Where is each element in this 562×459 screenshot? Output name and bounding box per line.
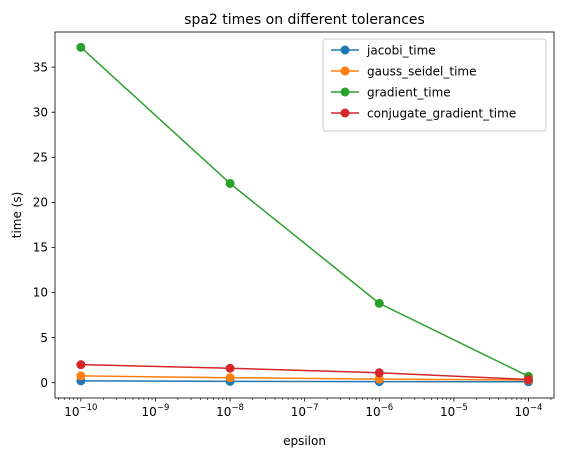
legend-marker-conjugate_gradient_time (340, 108, 350, 118)
y-tick-label: 20 (33, 196, 48, 210)
data-point-gauss_seidel_time (374, 374, 384, 384)
data-point-conjugate_gradient_time (76, 360, 86, 370)
series-layer (76, 42, 533, 387)
legend-box (322, 38, 547, 132)
y-axis-label: time (s) (10, 192, 24, 239)
legend-marker-gauss_seidel_time (340, 66, 350, 76)
data-point-gradient_time (225, 178, 235, 188)
chart-title: spa2 times on different tolerances (184, 12, 425, 28)
x-axis-label: epsilon (283, 434, 326, 448)
x-tick-label: 10−6 (365, 403, 393, 419)
legend-marker-gradient_time (340, 87, 350, 97)
y-tick-label: 25 (33, 151, 48, 165)
y-tick-label: 15 (33, 241, 48, 255)
data-point-gradient_time (76, 42, 86, 52)
legend-label-gauss_seidel_time: gauss_seidel_time (367, 64, 477, 78)
x-tick-label: 10−7 (291, 403, 319, 419)
data-point-gradient_time (374, 298, 384, 308)
series-line-gradient_time (80, 46, 529, 378)
y-tick-label: 10 (33, 286, 48, 300)
legend-marker-jacobi_time (340, 45, 350, 55)
plot-frame (54, 31, 555, 399)
y-tick-label: 5 (40, 331, 48, 345)
data-point-conjugate_gradient_time (225, 363, 235, 373)
legend-label-jacobi_time: jacobi_time (366, 43, 436, 57)
data-point-conjugate_gradient_time (523, 375, 533, 385)
x-axis-ticks: 10−10 10−9 10−8 10−7 10−6 10−5 10−4 (58, 398, 552, 419)
x-tick-label: 10−10 (64, 403, 97, 419)
x-tick-label: 10−4 (515, 403, 543, 419)
y-tick-label: 35 (33, 60, 48, 74)
data-point-gauss_seidel_time (225, 373, 235, 383)
x-tick-label: 10−5 (440, 403, 468, 419)
y-tick-label: 0 (40, 376, 48, 390)
series-line-jacobi_time (80, 380, 529, 383)
x-tick-label: 10−8 (216, 403, 244, 419)
legend: jacobi_time gauss_seidel_time gradient_tim… (322, 38, 547, 132)
y-axis-ticks: 0 5 10 15 20 25 30 35 (33, 60, 55, 390)
y-tick-label: 30 (33, 105, 48, 119)
data-point-gauss_seidel_time (76, 371, 86, 381)
series-line-conjugate_gradient_time (80, 363, 529, 381)
x-tick-label: 10−9 (142, 403, 170, 419)
legend-label-gradient_time: gradient_time (367, 85, 451, 99)
data-point-conjugate_gradient_time (374, 368, 384, 378)
series-line-gauss_seidel_time (80, 375, 529, 381)
legend-label-conjugate_gradient_time: conjugate_gradient_time (367, 106, 516, 120)
